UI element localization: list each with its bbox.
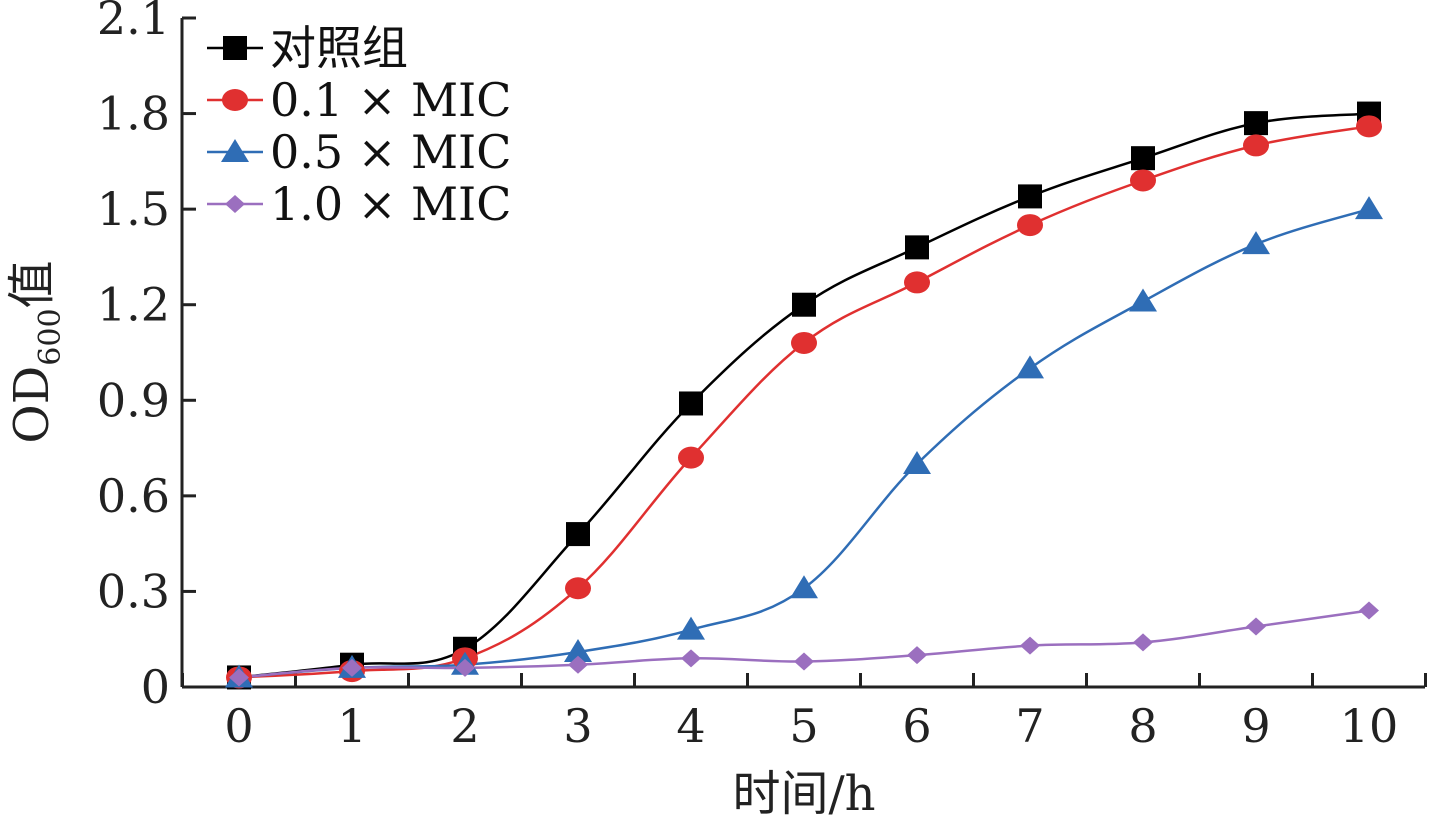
data-point <box>681 649 701 668</box>
data-point <box>1359 601 1379 620</box>
data-point <box>791 331 817 354</box>
tick-labels: 0 0.3 0.6 0.9 1.2 1.5 1.8 2.1 0 1 2 3 4 5 6 7 8 9 10 <box>97 0 1398 753</box>
data-point <box>1133 633 1153 652</box>
data-point <box>792 292 816 317</box>
data-point <box>1016 355 1044 379</box>
data-point <box>1130 169 1156 192</box>
y-tick-label: 0.9 <box>97 373 170 427</box>
y-axis-title-main: OD <box>4 366 60 444</box>
data-point <box>1129 288 1157 312</box>
x-axis-title: 时间/h <box>732 766 875 822</box>
data-point <box>1017 214 1043 237</box>
legend-marker <box>222 89 248 111</box>
data-point <box>1131 146 1155 171</box>
data-point <box>1242 231 1270 255</box>
data-point <box>566 522 590 547</box>
data-point <box>1355 196 1383 220</box>
legend-marker <box>225 195 245 213</box>
y-tick-label: 1.8 <box>97 87 170 141</box>
data-point <box>679 391 703 416</box>
ticks <box>181 16 1427 689</box>
x-tick-label: 8 <box>1128 699 1157 753</box>
data-point <box>794 652 814 671</box>
series-line-2 <box>238 207 1370 679</box>
y-tick-label: 0.3 <box>97 564 170 618</box>
data-point <box>907 646 927 665</box>
legend-label: 对照组 <box>270 21 408 75</box>
y-axis-title: OD600值 <box>4 260 68 443</box>
data-point <box>678 446 704 469</box>
data-point <box>455 658 475 677</box>
data-point <box>1018 184 1042 209</box>
legend-marker <box>223 36 247 60</box>
series-markers <box>225 101 1383 690</box>
y-tick-label: 1.5 <box>97 182 170 236</box>
data-point <box>1246 617 1266 636</box>
legend-marker <box>221 139 249 162</box>
data-point <box>1244 111 1268 136</box>
data-point <box>790 575 818 599</box>
data-point <box>565 577 591 600</box>
series-line-0 <box>238 112 1370 679</box>
legend-label: 0.5 × MIC <box>270 125 511 179</box>
y-tick-label: 2.1 <box>97 0 170 45</box>
data-point <box>904 271 930 294</box>
x-tick-label: 3 <box>563 699 592 753</box>
x-tick-label: 7 <box>1015 699 1044 753</box>
data-point <box>905 235 929 260</box>
y-axis-title-suffix: 值 <box>4 260 60 308</box>
y-axis-title-subscript: 600 <box>33 308 68 365</box>
x-tick-label: 0 <box>224 699 253 753</box>
y-tick-label: 0.6 <box>97 469 170 523</box>
data-point <box>903 451 931 474</box>
x-tick-label: 4 <box>676 699 705 753</box>
x-tick-label: 10 <box>1340 699 1399 753</box>
y-tick-label: 0 <box>141 660 170 714</box>
data-point <box>1356 115 1382 138</box>
x-tick-label: 6 <box>902 699 931 753</box>
x-tick-label: 2 <box>450 699 479 753</box>
legend-label: 0.1 × MIC <box>270 73 511 127</box>
data-point <box>564 638 592 662</box>
data-point <box>1020 636 1040 655</box>
x-tick-label: 9 <box>1241 699 1270 753</box>
x-tick-label: 5 <box>789 699 818 753</box>
data-point <box>342 658 362 677</box>
data-point <box>568 655 588 674</box>
x-tick-label: 1 <box>337 699 366 753</box>
legend-label: 1.0 × MIC <box>270 177 511 231</box>
data-point <box>677 616 705 640</box>
data-point <box>1243 134 1269 157</box>
data-point <box>229 668 249 687</box>
y-tick-label: 1.2 <box>97 278 170 332</box>
axes <box>180 18 1425 689</box>
